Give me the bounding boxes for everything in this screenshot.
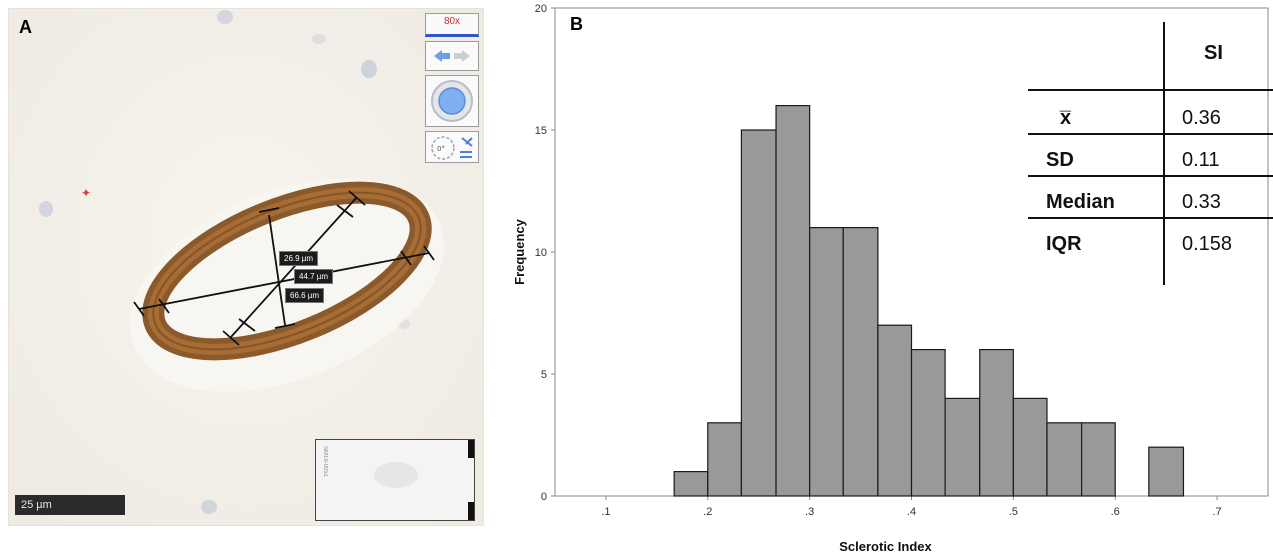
rotation-value: 0° [437, 145, 445, 153]
flip-icon[interactable] [460, 151, 472, 158]
histogram-bar [910, 349, 946, 497]
histogram-bar [1012, 397, 1048, 497]
table-label-median: Median [1046, 191, 1115, 213]
rotate-icon[interactable] [431, 136, 455, 160]
pan-control[interactable] [425, 75, 479, 127]
table-value-mean: 0.36 [1182, 107, 1221, 129]
x-tick-label: .4 [907, 506, 916, 518]
histogram-bar [1046, 422, 1083, 497]
stats-table: SI x̅ 0.36 SD 0.11 Median 0.33 IQR 0.158 [1028, 20, 1273, 290]
histogram-panel: 0 5 10 15 20 Frequency .1 .2 .3 .4 .5 .6 .7 Scleroti… [490, 0, 1273, 556]
histogram-bar [1081, 422, 1116, 497]
thumbnail-marker-top [468, 440, 474, 458]
histogram-bar [877, 324, 913, 497]
measurement-label-1: 26.9 µm [279, 251, 319, 266]
table-value-median: 0.33 [1182, 191, 1221, 213]
forward-arrow-icon[interactable] [454, 50, 470, 62]
navigation-arrows[interactable] [425, 41, 479, 71]
slide-thumbnail[interactable]: SM19-0051 [315, 439, 475, 521]
table-label-sd: SD [1046, 149, 1074, 171]
table-value-sd: 0.11 [1182, 149, 1220, 171]
histogram-bar [809, 227, 844, 497]
y-tick-label: 15 [535, 125, 547, 137]
measurement-label-3: 66.6 µm [285, 288, 325, 303]
microscopy-panel: ✦ A 26.9 µm 44.7 µm 66.6 µm 80x [8, 8, 484, 526]
back-arrow-icon[interactable] [434, 50, 450, 62]
histogram-bar [944, 397, 981, 497]
table-value-iqr: 0.158 [1182, 233, 1233, 255]
thumbnail-region [374, 462, 418, 488]
rotation-control[interactable]: 0° [425, 131, 479, 163]
x-tick-label: .6 [1111, 506, 1120, 518]
table-header-si: SI [1204, 42, 1223, 64]
x-tick-label: .1 [601, 506, 610, 518]
x-tick-label: .3 [805, 506, 814, 518]
histogram-bar [842, 227, 879, 497]
y-tick-label: 0 [541, 491, 547, 503]
pan-knob-icon[interactable] [438, 87, 466, 115]
y-tick-label: 5 [541, 369, 547, 381]
tissue-image: ✦ [9, 9, 483, 525]
panel-a-label: A [19, 17, 32, 37]
measurement-label-2: 44.7 µm [294, 269, 334, 284]
histogram-bar [707, 422, 742, 497]
x-tick-label: .7 [1212, 506, 1221, 518]
x-axis-label: Sclerotic Index [839, 539, 932, 554]
reset-icon[interactable] [461, 137, 473, 147]
x-tick-label: .5 [1009, 506, 1018, 518]
histogram-bar [740, 129, 777, 497]
y-tick-label: 10 [535, 247, 547, 259]
y-axis-label: Frequency [512, 218, 527, 285]
zoom-level-label: 80x [443, 16, 461, 27]
table-label-iqr: IQR [1046, 233, 1082, 255]
scale-bar: 25 µm [15, 495, 125, 515]
y-tick-label: 20 [535, 3, 547, 15]
x-tick-label: .2 [703, 506, 712, 518]
svg-text:✦: ✦ [81, 186, 91, 200]
thumbnail-marker-bottom [468, 502, 474, 520]
panel-b-label: B [570, 14, 583, 34]
zoom-level-button[interactable]: 80x [425, 13, 479, 37]
histogram-bar [673, 471, 709, 497]
thumbnail-label: SM19-0051 [322, 446, 328, 478]
histogram-bar [1148, 446, 1185, 497]
histogram-bar [775, 104, 811, 497]
histogram-bar [979, 349, 1014, 497]
table-label-mean: x̅ [1060, 107, 1072, 129]
